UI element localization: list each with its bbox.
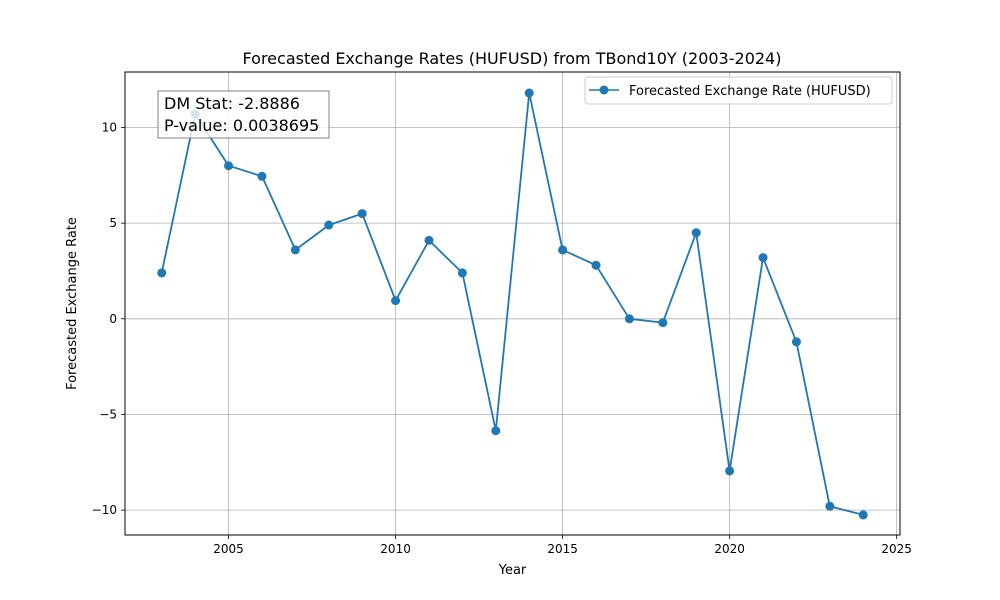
x-tick-label: 2020 — [714, 542, 745, 556]
data-point — [791, 337, 801, 347]
x-tick-label: 2005 — [213, 542, 244, 556]
data-point — [257, 171, 267, 181]
data-point — [357, 209, 367, 219]
data-point — [524, 88, 534, 98]
x-tick-label: 2010 — [380, 542, 411, 556]
stats-box-frame — [157, 90, 330, 139]
legend-marker-swatch — [599, 85, 609, 95]
data-point — [290, 245, 300, 255]
p-value-text: P-value: 0.0038695 — [164, 116, 319, 135]
data-point — [658, 318, 668, 328]
y-tick-label: −5 — [99, 407, 117, 421]
data-point — [424, 235, 434, 245]
grid-lines — [125, 72, 900, 535]
data-point — [758, 253, 768, 263]
data-point — [858, 510, 868, 520]
legend-label: Forecasted Exchange Rate (HUFUSD) — [629, 84, 871, 99]
data-point — [391, 296, 401, 306]
plot-area — [124, 71, 901, 536]
y-tick-label: −10 — [92, 503, 117, 517]
stats-annotation: DM Stat: -2.8886 P-value: 0.0038695 — [157, 90, 330, 139]
data-point — [324, 220, 334, 230]
y-tick-label: 0 — [109, 312, 117, 326]
chart-title: Forecasted Exchange Rates (HUFUSD) from … — [243, 49, 782, 68]
legend-frame — [584, 76, 893, 105]
data-point — [491, 426, 501, 436]
data-point — [624, 314, 634, 324]
data-point — [691, 228, 701, 238]
x-axis-label: Year — [498, 563, 527, 578]
data-point — [825, 501, 835, 511]
dm-stat-text: DM Stat: -2.8886 — [164, 94, 300, 113]
x-tick-label: 2015 — [547, 542, 578, 556]
data-point — [157, 268, 167, 278]
data-point — [725, 466, 735, 476]
y-tick-label: 5 — [109, 216, 117, 230]
x-tick-label: 2025 — [881, 542, 912, 556]
y-axis-label: Forecasted Exchange Rate — [65, 217, 80, 390]
series-line — [160, 92, 864, 516]
data-point — [457, 268, 467, 278]
legend: Forecasted Exchange Rate (HUFUSD) — [584, 76, 893, 105]
series-layer — [157, 88, 868, 520]
axis-ticks: 2005 2010 2015 2020 2025 −10 −5 0 5 10 — [92, 120, 912, 556]
data-point — [224, 161, 234, 171]
data-point — [591, 260, 601, 270]
data-point — [558, 245, 568, 255]
y-tick-label: 10 — [102, 120, 117, 134]
